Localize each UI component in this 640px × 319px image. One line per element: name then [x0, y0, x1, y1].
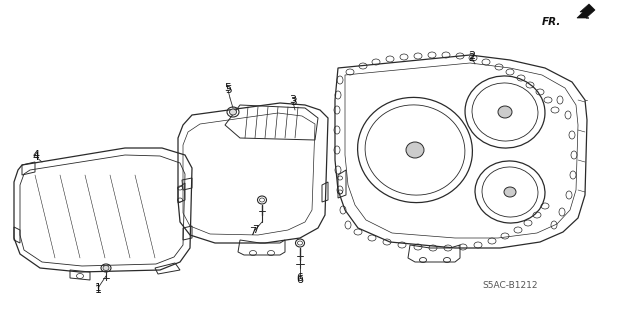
Text: 3: 3 [289, 95, 296, 105]
Text: 7: 7 [250, 227, 257, 237]
Text: 3: 3 [290, 97, 296, 107]
Text: 1: 1 [95, 283, 101, 293]
Ellipse shape [406, 142, 424, 158]
Text: 6: 6 [296, 275, 303, 285]
Text: 6: 6 [297, 273, 303, 283]
Text: 5: 5 [225, 85, 231, 95]
Text: FR.: FR. [541, 17, 561, 27]
Ellipse shape [230, 109, 237, 115]
Polygon shape [577, 4, 595, 18]
Text: 5: 5 [225, 83, 232, 93]
Ellipse shape [103, 265, 109, 271]
Text: 2: 2 [468, 51, 476, 61]
Text: 4: 4 [33, 152, 39, 162]
Text: 1: 1 [95, 285, 102, 295]
Ellipse shape [504, 187, 516, 197]
Text: S5AC-B1212: S5AC-B1212 [483, 281, 538, 291]
Text: 7: 7 [252, 225, 259, 235]
Text: 2: 2 [468, 53, 476, 63]
Text: 4: 4 [33, 150, 40, 160]
Ellipse shape [498, 106, 512, 118]
